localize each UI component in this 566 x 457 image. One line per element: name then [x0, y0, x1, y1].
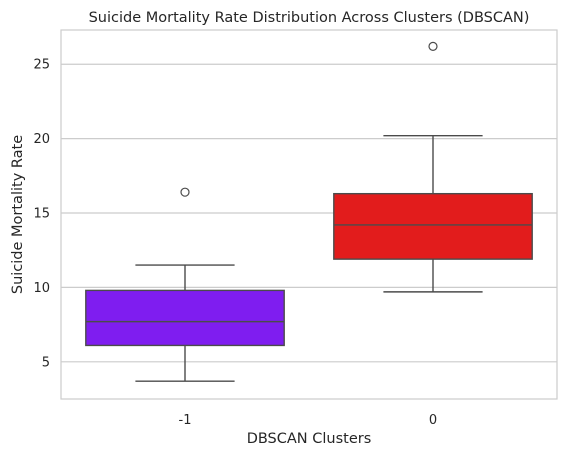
plot-frame [60, 29, 558, 400]
chart-title: Suicide Mortality Rate Distribution Acro… [89, 10, 530, 26]
iqr-box [85, 289, 285, 347]
y-tick-label: 10 [33, 281, 50, 296]
y-tick-label: 20 [33, 132, 50, 147]
outlier-point [428, 41, 438, 51]
y-tick-label: 25 [33, 58, 50, 73]
x-tick-label: 0 [429, 413, 437, 428]
x-tick-label: -1 [179, 413, 192, 428]
y-tick-labels: 5 10 15 20 25 [33, 58, 50, 371]
y-tick-label: 5 [42, 355, 50, 370]
boxes [85, 41, 533, 382]
box-group [85, 187, 285, 382]
box-group [333, 41, 533, 293]
x-axis-label: DBSCAN Clusters [247, 431, 372, 447]
x-tick-labels: -1 0 [179, 413, 438, 428]
iqr-box [333, 192, 533, 260]
y-tick-label: 15 [33, 207, 50, 222]
y-axis-label: Suicide Mortality Rate [10, 135, 26, 294]
outlier-point [180, 187, 190, 197]
